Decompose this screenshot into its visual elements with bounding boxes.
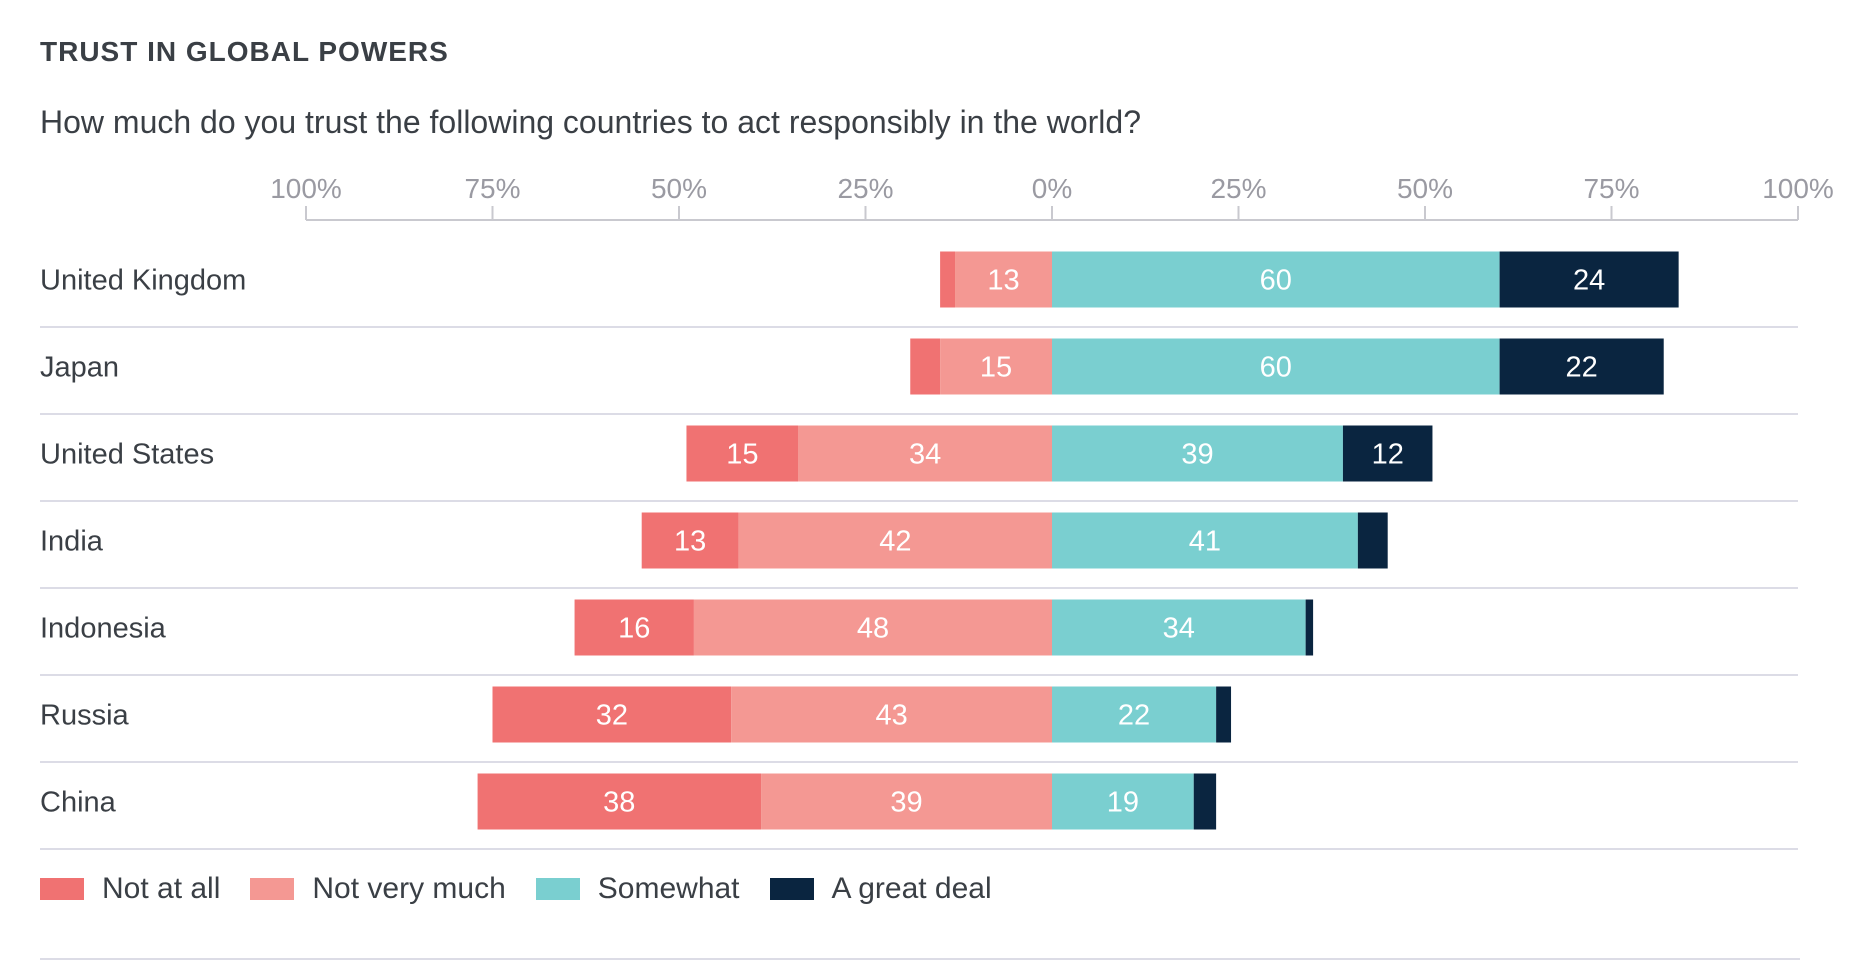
- x-tick-label-5: 25%: [1210, 173, 1266, 204]
- category-label-5: Russia: [40, 700, 130, 732]
- data-label-somewhat-1: 60: [1260, 352, 1292, 384]
- bar-not-at-all-1: [910, 338, 941, 395]
- data-label-not-at-all-4: 16: [618, 613, 650, 645]
- bar-not-very-much-3: [738, 512, 1052, 569]
- category-label-1: Japan: [40, 352, 119, 384]
- data-label-great-deal-1: 22: [1566, 352, 1598, 384]
- x-tick-label-7: 75%: [1583, 173, 1639, 204]
- bar-not-very-much-5: [731, 686, 1052, 743]
- bar-not-at-all-5: [492, 686, 732, 743]
- x-tick-label-4: 0%: [1032, 173, 1072, 204]
- category-label-2: United States: [40, 439, 214, 471]
- x-tick-label-2: 50%: [651, 173, 707, 204]
- bar-great-deal-3: [1357, 512, 1388, 569]
- bar-great-deal-4: [1305, 599, 1314, 656]
- legend-item-not-very-much: Not very much: [250, 872, 506, 906]
- x-tick-label-3: 25%: [837, 173, 893, 204]
- bar-somewhat-4: [1052, 599, 1306, 656]
- bar-great-deal-1: [1499, 338, 1664, 395]
- category-label-6: China: [40, 787, 117, 819]
- data-label-not-at-all-5: 32: [596, 700, 628, 732]
- data-label-great-deal-0: 24: [1573, 265, 1605, 297]
- data-label-somewhat-3: 41: [1189, 526, 1221, 558]
- data-label-not-very-much-3: 42: [879, 526, 911, 558]
- legend-swatch-not-at-all: [40, 878, 84, 900]
- bar-not-very-much-2: [798, 425, 1052, 482]
- legend-item-somewhat: Somewhat: [535, 872, 740, 906]
- legend-swatch-somewhat: [535, 878, 580, 900]
- bar-great-deal-5: [1216, 686, 1232, 743]
- chart-legend: Not at all Not very much Somewhat A grea…: [40, 872, 1022, 906]
- bar-not-at-all-6: [477, 773, 762, 830]
- data-label-not-very-much-0: 13: [987, 265, 1019, 297]
- bar-somewhat-2: [1052, 425, 1343, 482]
- data-label-not-very-much-5: 43: [875, 700, 907, 732]
- bar-not-very-much-4: [693, 599, 1052, 656]
- bar-not-at-all-4: [574, 599, 694, 656]
- x-tick-label-0: 100%: [270, 173, 342, 204]
- data-label-somewhat-6: 19: [1107, 787, 1139, 819]
- category-label-3: India: [40, 526, 104, 558]
- bar-not-very-much-0: [955, 251, 1052, 308]
- data-label-not-very-much-6: 39: [890, 787, 922, 819]
- bar-not-very-much-6: [761, 773, 1052, 830]
- chart-subtitle: How much do you trust the following coun…: [40, 104, 1141, 140]
- legend-item-not-at-all: Not at all: [40, 872, 220, 906]
- bar-somewhat-6: [1052, 773, 1194, 830]
- bar-great-deal-2: [1342, 425, 1433, 482]
- category-label-0: United Kingdom: [40, 265, 246, 297]
- legend-label-not-at-all: Not at all: [102, 872, 221, 905]
- bar-not-very-much-1: [940, 338, 1052, 395]
- data-label-not-at-all-2: 15: [726, 439, 758, 471]
- bar-great-deal-6: [1193, 773, 1217, 830]
- bar-somewhat-1: [1052, 338, 1500, 395]
- bar-somewhat-5: [1052, 686, 1217, 743]
- bottom-divider: [40, 958, 1800, 960]
- legend-item-a-great-deal: A great deal: [769, 872, 992, 906]
- chart-title: TRUST IN GLOBAL POWERS: [40, 36, 449, 67]
- bar-not-at-all-0: [940, 251, 956, 308]
- legend-label-somewhat: Somewhat: [597, 872, 740, 905]
- legend-label-a-great-deal: A great deal: [831, 872, 992, 905]
- data-label-great-deal-2: 12: [1372, 439, 1404, 471]
- bar-not-at-all-3: [641, 512, 739, 569]
- data-label-not-very-much-1: 15: [980, 352, 1012, 384]
- diverging-bar-chart: 100% 75% 50% 25% 0% 25% 50% 75% 100% United Kingd…: [40, 173, 1834, 850]
- legend-label-not-very-much: Not very much: [312, 872, 506, 905]
- x-tick-label-1: 75%: [464, 173, 520, 204]
- bar-great-deal-0: [1499, 251, 1679, 308]
- bar-somewhat-0: [1052, 251, 1500, 308]
- legend-swatch-not-very-much: [250, 878, 295, 900]
- data-label-not-at-all-6: 38: [603, 787, 635, 819]
- legend-swatch-a-great-deal: [769, 878, 814, 900]
- data-label-not-very-much-2: 34: [909, 439, 941, 471]
- data-label-somewhat-2: 39: [1181, 439, 1213, 471]
- data-label-not-very-much-4: 48: [857, 613, 889, 645]
- data-label-somewhat-0: 60: [1260, 265, 1292, 297]
- x-tick-label-6: 50%: [1397, 173, 1453, 204]
- bar-not-at-all-2: [686, 425, 799, 482]
- x-tick-label-8: 100%: [1762, 173, 1834, 204]
- data-label-not-at-all-3: 13: [674, 526, 706, 558]
- data-label-somewhat-5: 22: [1118, 700, 1150, 732]
- category-label-4: Indonesia: [40, 613, 167, 645]
- bar-somewhat-3: [1052, 512, 1358, 569]
- data-label-somewhat-4: 34: [1163, 613, 1195, 645]
